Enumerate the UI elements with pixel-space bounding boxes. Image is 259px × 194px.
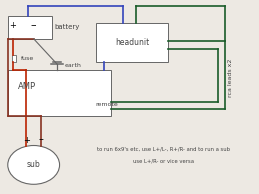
Text: AMP: AMP — [18, 82, 36, 91]
Text: remote: remote — [96, 102, 119, 107]
Text: to run 6x9's etc, use L+/L-, R+/R- and to run a sub: to run 6x9's etc, use L+/L-, R+/R- and t… — [97, 147, 230, 152]
Text: +: + — [10, 21, 16, 30]
Text: earth: earth — [65, 63, 82, 68]
Text: –: – — [31, 20, 37, 30]
Text: use L+/R- or vice versa: use L+/R- or vice versa — [133, 158, 194, 164]
Text: rca leads x2: rca leads x2 — [228, 58, 233, 97]
Text: +: + — [23, 136, 30, 145]
Bar — [8, 16, 52, 39]
Circle shape — [8, 146, 60, 184]
Text: headunit: headunit — [115, 38, 149, 47]
Text: battery: battery — [54, 24, 80, 30]
Bar — [96, 23, 168, 62]
Text: sub: sub — [27, 160, 41, 169]
Text: fuse: fuse — [21, 56, 34, 61]
Bar — [12, 55, 16, 62]
Bar — [8, 70, 111, 116]
Text: –: – — [39, 134, 43, 145]
